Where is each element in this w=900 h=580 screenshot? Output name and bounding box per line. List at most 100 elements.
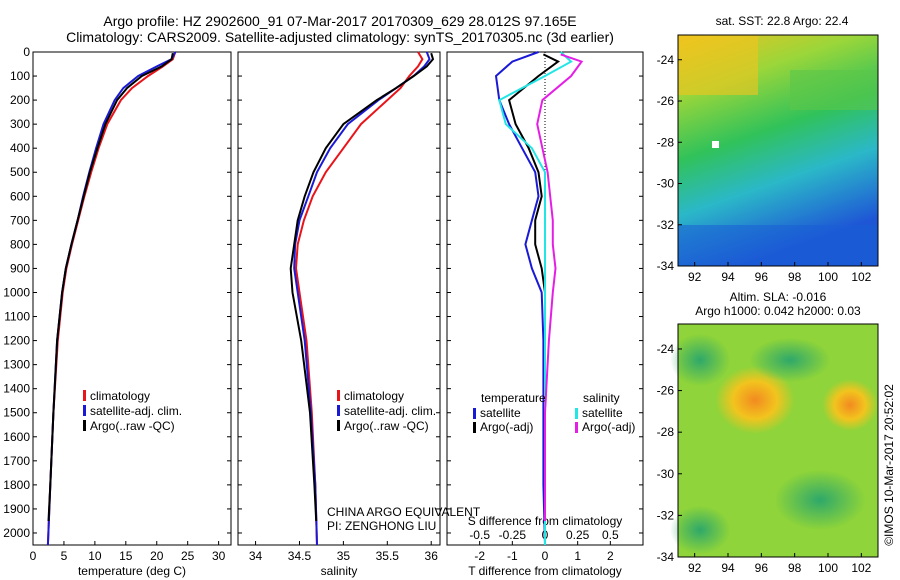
x-tick-label: 34 bbox=[249, 549, 263, 563]
map-y-tick-label: -34 bbox=[657, 550, 675, 564]
map-x-tick-label: 92 bbox=[688, 270, 702, 284]
x-tick-label: 36 bbox=[425, 549, 439, 563]
map-x-tick-label: 94 bbox=[721, 270, 735, 284]
x-tick-label: -1 bbox=[507, 549, 518, 563]
y-tick-label: 1700 bbox=[3, 454, 30, 468]
map-y-tick-label: -34 bbox=[657, 259, 675, 273]
y-tick-label: 1100 bbox=[4, 310, 30, 324]
sla-map-title-line2: Argo h1000: 0.042 h2000: 0.03 bbox=[695, 304, 861, 318]
map-x-tick-label: 102 bbox=[851, 561, 871, 575]
legend-label: climatology bbox=[344, 389, 404, 403]
top-x-tick-label: 0.5 bbox=[602, 528, 619, 542]
map-y-tick-label: -28 bbox=[657, 135, 675, 149]
y-tick-label: 300 bbox=[10, 117, 30, 131]
x-tick-label: 0 bbox=[30, 549, 37, 563]
legend-label: satellite-adj. clim. bbox=[90, 404, 182, 418]
chart-title-line1: Argo profile: HZ 2902600_91 07-Mar-2017 … bbox=[103, 13, 577, 29]
legend-swatch bbox=[83, 405, 86, 416]
sla-map-title-line1: Altim. SLA: -0.016 bbox=[730, 290, 827, 304]
x-tick-label: -2 bbox=[474, 549, 485, 563]
argo-location-marker bbox=[712, 141, 719, 148]
legend-swatch bbox=[473, 408, 476, 419]
sst-map-axes: 92 94 96 98 100 102 -24 -26 -28 -30 -32 -34 bbox=[657, 53, 872, 284]
x-tick-label: 35 bbox=[337, 549, 351, 563]
x-tick-label: 15 bbox=[119, 549, 133, 563]
y-tick-label: 800 bbox=[10, 237, 30, 251]
legend-swatch bbox=[337, 405, 340, 416]
series-line bbox=[294, 51, 424, 546]
y-tick-label: 1200 bbox=[3, 334, 30, 348]
profile-panel-3: -2 -1 0 1 2T difference from climatology -0.5… bbox=[446, 51, 644, 578]
x-axis-label: temperature (deg C) bbox=[78, 564, 186, 578]
map-y-tick-label: -24 bbox=[657, 53, 675, 67]
map-y-tick-label: -30 bbox=[657, 177, 675, 191]
y-tick-label: 0 bbox=[23, 45, 30, 59]
legend-label: Argo(..raw -QC) bbox=[344, 419, 429, 433]
legend-swatch bbox=[337, 420, 340, 431]
series-line bbox=[498, 51, 573, 545]
x-tick-label: 35.5 bbox=[376, 549, 400, 563]
map-y-tick-label: -24 bbox=[657, 342, 675, 356]
map-x-tick-label: 102 bbox=[851, 270, 871, 284]
legend-label: satellite bbox=[480, 406, 521, 420]
legend-label: satellite-adj. clim. bbox=[344, 404, 436, 418]
top-x-tick-label: 0.25 bbox=[566, 528, 590, 542]
x-tick-label: 30 bbox=[212, 549, 226, 563]
x-tick-label: 25 bbox=[181, 549, 195, 563]
annotation-line1: CHINA ARGO EQUIVALENT bbox=[327, 505, 481, 519]
series-line bbox=[47, 53, 174, 522]
panel-frame bbox=[237, 51, 441, 546]
top-x-tick-label: -0.25 bbox=[499, 528, 527, 542]
legend-label: Argo(..raw -QC) bbox=[90, 419, 175, 433]
map-x-tick-label: 92 bbox=[688, 561, 702, 575]
y-tick-label: 400 bbox=[10, 141, 30, 155]
x-tick-label: 0 bbox=[542, 549, 549, 563]
map-y-tick-label: -32 bbox=[657, 508, 675, 522]
legend-swatch bbox=[83, 390, 86, 401]
sla-map-axes: 92 94 96 98 100 102 -24 -26 -28 -30 -32 -34 bbox=[657, 342, 872, 575]
y-tick-label: 900 bbox=[10, 261, 30, 275]
map-x-tick-label: 94 bbox=[721, 561, 735, 575]
series-line bbox=[494, 51, 546, 546]
profile-panel-2: 34 34.5 35 35.5 36 salinity climatologysatelli… bbox=[237, 51, 441, 578]
profile-panel-1: 0100200300400500600700800900100011001200… bbox=[3, 45, 232, 578]
y-tick-label: 1500 bbox=[3, 406, 30, 420]
map-x-tick-label: 100 bbox=[818, 561, 838, 575]
y-tick-label: 1400 bbox=[3, 382, 30, 396]
legend-swatch bbox=[575, 408, 578, 419]
map-x-tick-label: 96 bbox=[755, 561, 769, 575]
y-tick-label: 1900 bbox=[3, 502, 30, 516]
panel-frame bbox=[32, 51, 232, 546]
y-tick-label: 600 bbox=[10, 189, 30, 203]
y-tick-label: 700 bbox=[10, 213, 30, 227]
y-tick-label: 500 bbox=[10, 165, 30, 179]
x-tick-label: 34.5 bbox=[288, 549, 312, 563]
map-x-tick-label: 96 bbox=[755, 270, 769, 284]
x-axis-label: salinity bbox=[321, 564, 358, 578]
x-tick-label: 1 bbox=[574, 549, 581, 563]
map-y-tick-label: -28 bbox=[657, 425, 675, 439]
annotation-line2: PI: ZENGHONG LIU bbox=[327, 519, 436, 533]
map-x-tick-label: 98 bbox=[788, 270, 802, 284]
x-tick-label: 2 bbox=[607, 549, 614, 563]
x-tick-label: 10 bbox=[88, 549, 102, 563]
map-y-tick-label: -26 bbox=[657, 94, 675, 108]
map-y-tick-label: -26 bbox=[657, 384, 675, 398]
x-tick-label: 5 bbox=[61, 549, 68, 563]
y-tick-label: 1300 bbox=[3, 358, 30, 372]
legend-label: Argo(-adj) bbox=[480, 420, 533, 434]
map-y-tick-label: -32 bbox=[657, 218, 675, 232]
map-y-tick-label: -30 bbox=[657, 467, 675, 481]
y-tick-label: 2000 bbox=[3, 526, 30, 540]
legend-label: satellite bbox=[582, 406, 623, 420]
legend-label: climatology bbox=[90, 389, 150, 403]
x-tick-label: 20 bbox=[150, 549, 164, 563]
legend-label: Argo(-adj) bbox=[582, 420, 635, 434]
legend-swatch bbox=[83, 420, 86, 431]
legend-heading-temperature: temperature bbox=[481, 391, 546, 405]
legend-swatch bbox=[575, 422, 578, 433]
x-axis-label: T difference from climatology bbox=[468, 564, 622, 578]
sst-map bbox=[677, 34, 879, 267]
series-line bbox=[289, 52, 435, 522]
